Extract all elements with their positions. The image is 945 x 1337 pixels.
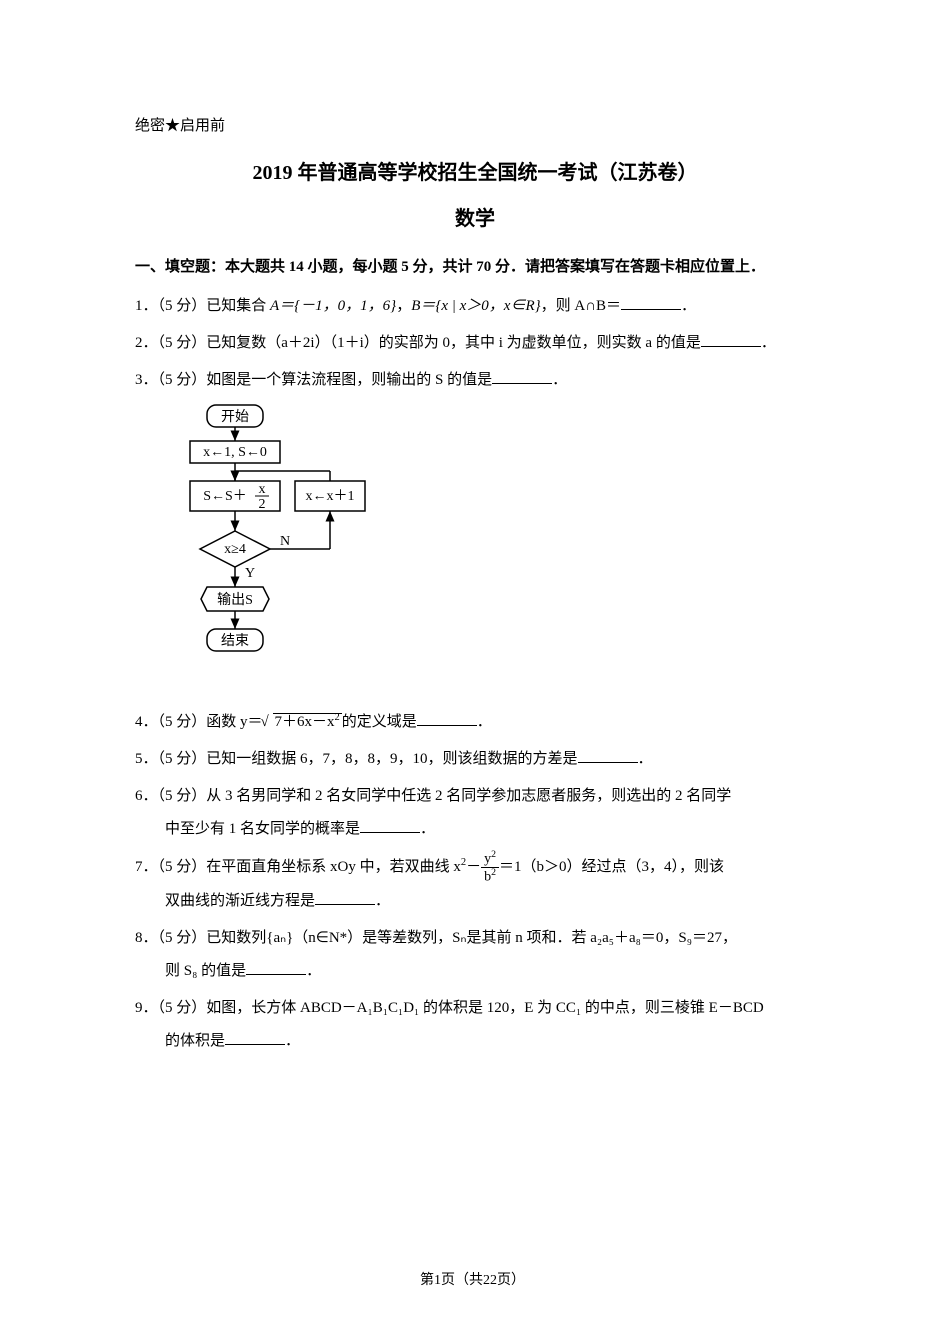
question-1: 1．（5 分）已知集合 A＝{－1，0，1，6}，B＝{x | x＞0，x∈R}… bbox=[135, 290, 815, 323]
q2-blank bbox=[701, 333, 761, 347]
q7-fraction: y2b2 bbox=[481, 850, 499, 885]
q4-tail: ． bbox=[477, 714, 492, 730]
question-4: 4．（5 分）函数 y＝7＋6x－x2的定义域是． bbox=[135, 706, 815, 739]
q7-frac-den-exp: 2 bbox=[491, 867, 496, 878]
q8-line2-pre: 则 S₈ 的值是 bbox=[135, 963, 246, 979]
q9-tail: ． bbox=[285, 1033, 300, 1049]
q8-line1: 8．（5 分）已知数列{aₙ}（n∈N*）是等差数列，Sₙ是其前 n 项和．若 … bbox=[135, 930, 737, 946]
q7-eq: ＝1（b＞0）经过点（3，4），则该 bbox=[499, 858, 724, 874]
q7-line1-pre: 7．（5 分）在平面直角坐标系 xOy 中，若双曲线 x bbox=[135, 858, 461, 874]
q4-pre: 4．（5 分）函数 y＝ bbox=[135, 714, 263, 730]
q7-frac-num-exp: 2 bbox=[491, 849, 496, 860]
q9-line2-pre: 的体积是 bbox=[135, 1033, 225, 1049]
q5-pre: 5．（5 分）已知一组数据 6，7，8，8，9，10，则该组数据的方差是 bbox=[135, 751, 578, 767]
question-3: 3．（5 分）如图是一个算法流程图，则输出的 S 的值是 ． bbox=[135, 364, 815, 397]
q1-blank bbox=[621, 296, 681, 310]
subject-title: 数学 bbox=[135, 197, 815, 241]
svg-text:Y: Y bbox=[245, 566, 255, 581]
q5-blank bbox=[578, 749, 638, 763]
section-heading: 一、填空题：本大题共 14 小题，每小题 5 分，共计 70 分．请把答案填写在… bbox=[135, 253, 815, 282]
q6-blank bbox=[360, 819, 420, 833]
svg-text:N: N bbox=[280, 534, 290, 549]
q1-mid: ， bbox=[396, 298, 411, 314]
q5-tail: ． bbox=[638, 751, 653, 767]
q1-pre: 1．（5 分）已知集合 bbox=[135, 298, 270, 314]
question-6: 6．（5 分）从 3 名男同学和 2 名女同学中任选 2 名同学参加志愿者服务，… bbox=[135, 780, 815, 846]
svg-text:x←x＋1: x←x＋1 bbox=[306, 489, 355, 504]
svg-text:x: x bbox=[259, 482, 266, 497]
q3-tail: ． bbox=[552, 372, 567, 388]
q9-blank bbox=[225, 1031, 285, 1045]
q2-pre: 2．（5 分）已知复数（a＋2i）（1＋i）的实部为 0，其中 i 为虚数单位，… bbox=[135, 335, 701, 351]
svg-text:结束: 结束 bbox=[221, 632, 249, 648]
question-9: 9．（5 分）如图，长方体 ABCD－A₁B₁C₁D₁ 的体积是 120，E 为… bbox=[135, 992, 815, 1058]
svg-text:S←S＋: S←S＋ bbox=[203, 489, 247, 504]
svg-text:开始: 开始 bbox=[221, 408, 249, 424]
q3-pre: 3．（5 分）如图是一个算法流程图，则输出的 S 的值是 bbox=[135, 372, 492, 388]
q1-tail: ． bbox=[681, 298, 696, 314]
question-7: 7．（5 分）在平面直角坐标系 xOy 中，若双曲线 x 2 －y2b2＝1（b＞0… bbox=[135, 850, 815, 918]
q1-setA: A＝{－1，0，1，6} bbox=[270, 298, 396, 314]
q6-line2-pre: 中至少有 1 名女同学的概率是 bbox=[135, 821, 360, 837]
q7-minus: － bbox=[466, 858, 481, 874]
q7-blank bbox=[315, 891, 375, 905]
q4-blank bbox=[417, 712, 477, 726]
svg-text:2: 2 bbox=[259, 497, 266, 512]
main-title: 2019 年普通高等学校招生全国统一考试（江苏卷） bbox=[135, 151, 815, 195]
q8-blank bbox=[246, 961, 306, 975]
q7-line2-pre: 双曲线的渐近线方程是 bbox=[135, 893, 315, 909]
flowchart-figure: 开始 x←1, S←0 S←S＋ x2 x≥4 Y 输出S 结束 Nx←x＋1 bbox=[165, 403, 815, 696]
q1-setB: B＝{x | x＞0，x∈R} bbox=[411, 298, 540, 314]
q1-post: ，则 A∩B＝ bbox=[541, 298, 621, 314]
q6-tail: ． bbox=[420, 821, 435, 837]
q8-tail: ． bbox=[306, 963, 321, 979]
q4-exp: 2 bbox=[335, 712, 340, 723]
svg-text:x≥4: x≥4 bbox=[224, 542, 246, 557]
q9-line1: 9．（5 分）如图，长方体 ABCD－A₁B₁C₁D₁ 的体积是 120，E 为… bbox=[135, 1000, 764, 1016]
flowchart-svg: 开始 x←1, S←0 S←S＋ x2 x≥4 Y 输出S 结束 Nx←x＋1 bbox=[165, 403, 395, 683]
question-2: 2．（5 分）已知复数（a＋2i）（1＋i）的实部为 0，其中 i 为虚数单位，… bbox=[135, 327, 815, 360]
q3-blank bbox=[492, 370, 552, 384]
sqrt-icon: 7＋6x－x2 bbox=[263, 706, 342, 739]
svg-text:x←1, S←0: x←1, S←0 bbox=[203, 445, 267, 460]
question-8: 8．（5 分）已知数列{aₙ}（n∈N*）是等差数列，Sₙ是其前 n 项和．若 … bbox=[135, 922, 815, 988]
q6-line1: 6．（5 分）从 3 名男同学和 2 名女同学中任选 2 名同学参加志愿者服务，… bbox=[135, 788, 731, 804]
page-number: 第1页（共22页） bbox=[0, 1266, 945, 1297]
q4-radicand: 7＋6x－x bbox=[275, 714, 335, 730]
question-5: 5．（5 分）已知一组数据 6，7，8，8，9，10，则该组数据的方差是 ． bbox=[135, 743, 815, 776]
confidential-label: 绝密★启用前 bbox=[135, 110, 815, 143]
q7-tail: ． bbox=[375, 893, 390, 909]
q4-post: 的定义域是 bbox=[342, 714, 417, 730]
svg-text:输出S: 输出S bbox=[217, 591, 253, 607]
q2-tail: ． bbox=[761, 335, 776, 351]
